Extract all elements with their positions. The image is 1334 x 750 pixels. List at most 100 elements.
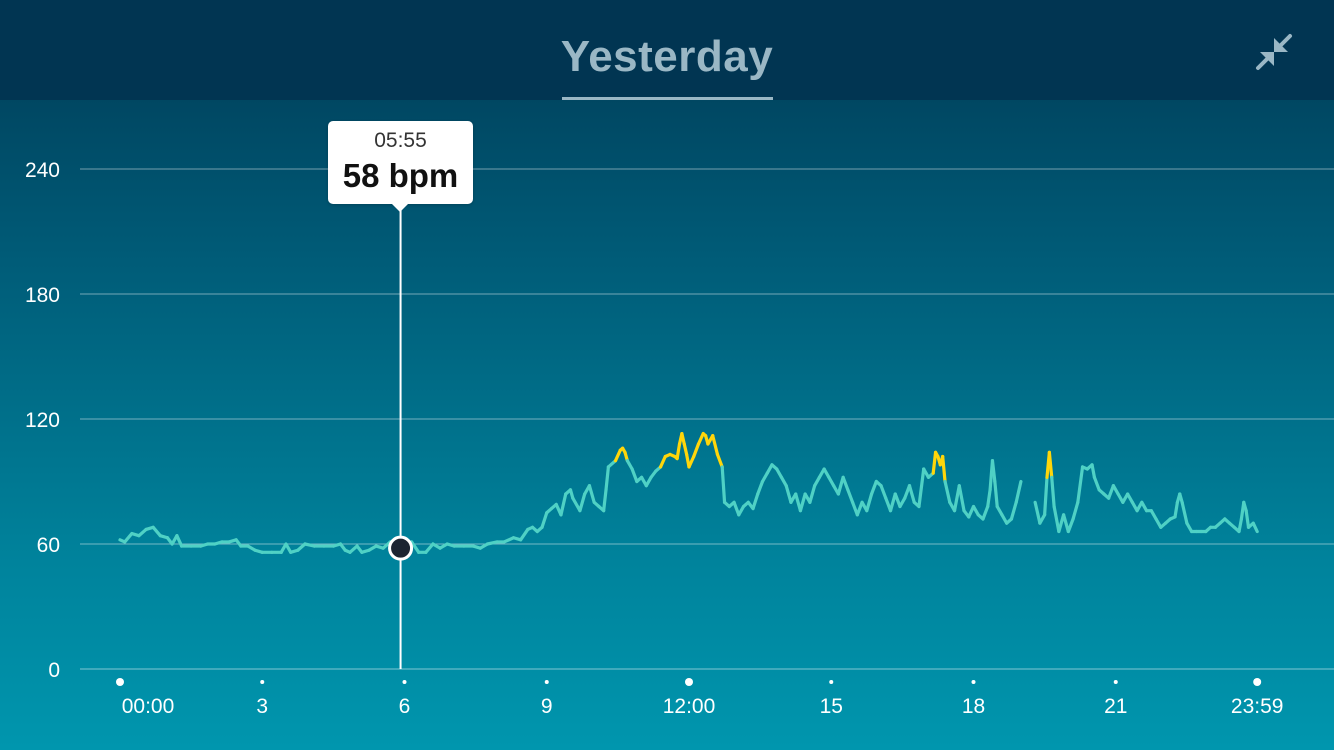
series-segment xyxy=(571,496,582,513)
series-segment xyxy=(682,442,689,457)
series-segment xyxy=(1050,475,1056,509)
series-segment xyxy=(715,452,724,469)
series-segment xyxy=(559,492,568,517)
tooltip-time: 05:55 xyxy=(374,129,427,152)
series-segment xyxy=(675,442,682,461)
series-segment xyxy=(846,488,855,504)
x-axis-labels: 00:00 3 6 9 12:00 15 18 21 23:59 xyxy=(116,678,1283,718)
header-bar xyxy=(0,0,1334,100)
series-segment xyxy=(613,448,622,463)
series-segment xyxy=(784,484,793,504)
series-segment xyxy=(587,484,596,504)
series-segment xyxy=(1043,475,1049,517)
series-segment xyxy=(907,484,916,504)
x-tick-label: 12:00 xyxy=(663,695,716,718)
series-segment xyxy=(986,488,992,509)
x-tick-label: 21 xyxy=(1104,695,1127,718)
x-tick-dot xyxy=(544,680,549,684)
x-tick-label: 9 xyxy=(541,695,553,718)
series-segment xyxy=(798,492,807,513)
series-segment xyxy=(1180,500,1189,525)
series-segment xyxy=(1237,517,1244,534)
series-segment xyxy=(879,484,888,500)
series-segment xyxy=(931,450,938,475)
series-segment xyxy=(502,536,516,544)
series-segment xyxy=(1014,479,1023,504)
series-segment xyxy=(696,431,705,446)
series-segment xyxy=(680,431,686,446)
series-segment xyxy=(687,454,696,469)
x-tick-dot xyxy=(1113,680,1118,684)
series-segment xyxy=(303,542,317,548)
x-tick-dot xyxy=(260,680,265,684)
y-tick-label: 180 xyxy=(25,284,60,307)
series-segment xyxy=(540,511,549,529)
series-segment xyxy=(123,531,134,544)
series-segment xyxy=(808,484,817,504)
series-segment xyxy=(578,492,587,513)
series-segment xyxy=(1107,484,1115,500)
series-segment xyxy=(888,492,897,513)
series-segment xyxy=(957,484,966,513)
x-tick-label: 3 xyxy=(256,695,268,718)
series-segment xyxy=(175,534,184,548)
title-underline xyxy=(562,97,773,100)
series-segment xyxy=(485,540,499,546)
series-segment xyxy=(855,500,864,517)
series-segment xyxy=(1092,475,1101,492)
series-segment xyxy=(604,465,610,492)
x-tick-label: 6 xyxy=(399,695,411,718)
series-segment xyxy=(943,479,952,504)
series-segment xyxy=(941,454,947,484)
series-segment xyxy=(1047,450,1054,479)
series-segment xyxy=(869,479,878,496)
series-segment xyxy=(1076,465,1085,504)
series-segment xyxy=(1090,463,1097,479)
x-tick-dot xyxy=(402,680,407,684)
series-segment xyxy=(424,542,435,554)
series-segment xyxy=(836,475,845,496)
x-tick-label: 18 xyxy=(962,695,985,718)
series-segment xyxy=(841,475,850,492)
series-segment xyxy=(981,504,990,521)
x-tick-dot xyxy=(1253,678,1262,686)
page-title[interactable]: Yesterday xyxy=(560,32,774,81)
x-tick-label: 23:59 xyxy=(1231,695,1284,718)
x-tick-dot xyxy=(116,678,124,686)
series-segment xyxy=(711,434,720,457)
x-tick-dot xyxy=(685,678,693,686)
collapse-arrows-icon xyxy=(1256,34,1292,70)
series-segment xyxy=(1066,517,1075,534)
x-tick-label: 00:00 xyxy=(122,695,175,718)
series-segment xyxy=(602,488,608,513)
series-segment xyxy=(993,479,999,509)
series-segment xyxy=(692,442,701,459)
series-segment xyxy=(1173,500,1179,519)
series-segment xyxy=(917,467,926,509)
x-tick-label: 15 xyxy=(820,695,843,718)
y-tick-label: 240 xyxy=(25,159,60,182)
y-tick-label: 0 xyxy=(48,659,60,682)
value-tooltip: 05:55 58 bpm xyxy=(328,121,473,212)
series-segment xyxy=(990,459,997,484)
series-segment xyxy=(1071,500,1080,521)
collapse-button[interactable] xyxy=(1252,30,1296,74)
series-segment xyxy=(720,465,727,504)
heart-rate-series xyxy=(118,431,1259,554)
series-segment xyxy=(1052,504,1061,534)
selected-point-marker[interactable] xyxy=(388,535,414,561)
series-segment xyxy=(865,492,874,513)
series-segment xyxy=(630,467,639,484)
series-segment xyxy=(410,540,421,554)
y-tick-label: 60 xyxy=(37,534,60,557)
series-segment xyxy=(1009,500,1018,521)
grid-lines xyxy=(80,168,1334,670)
series-segment xyxy=(1033,500,1042,525)
tooltip-value: 58 bpm xyxy=(342,157,459,194)
series-segment xyxy=(893,492,902,509)
series-segment xyxy=(519,527,530,542)
y-axis-labels: 0 60 120 180 240 xyxy=(25,159,60,682)
series-segment xyxy=(756,479,765,496)
series-segment xyxy=(1244,509,1251,529)
